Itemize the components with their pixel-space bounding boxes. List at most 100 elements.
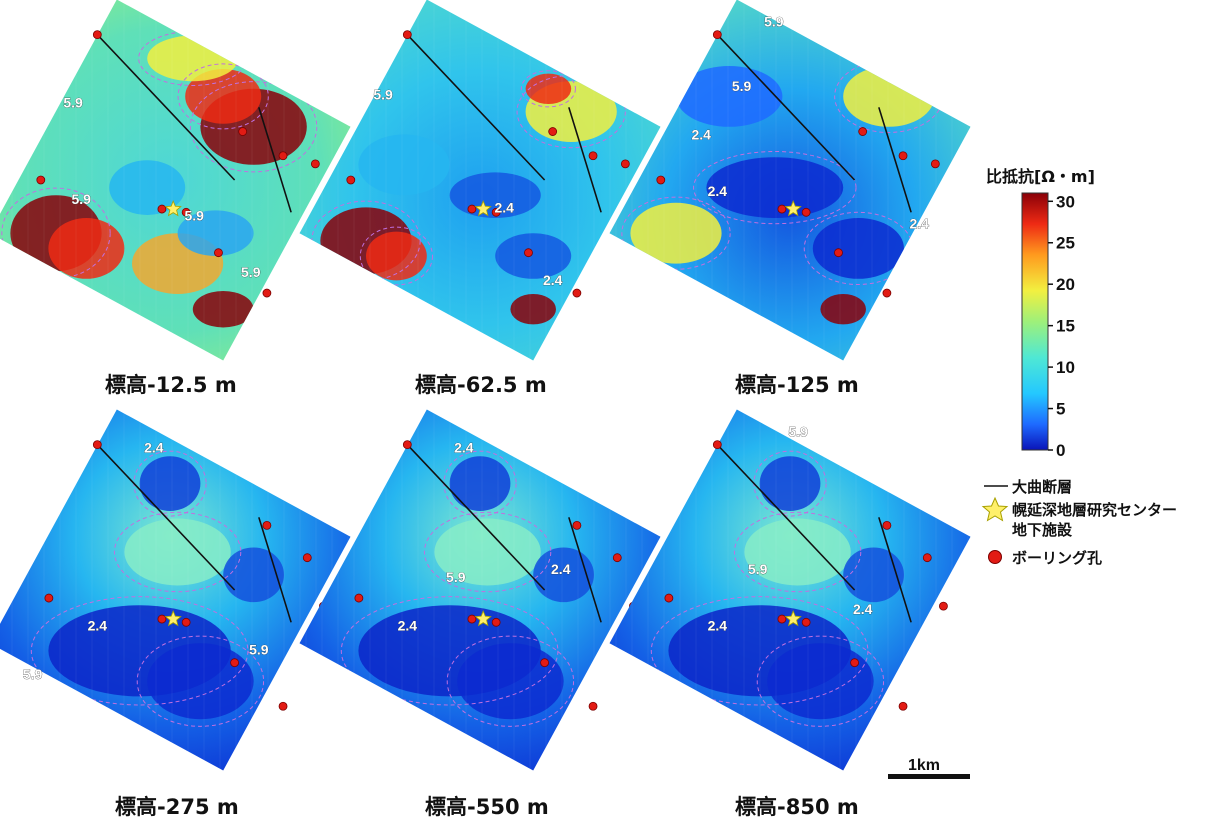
borehole-marker [262, 288, 272, 298]
resistivity-anomaly [533, 547, 594, 603]
borehole-marker [278, 151, 288, 161]
fault-line [716, 444, 856, 591]
legend-facility-label-1: 幌延深地層研究センター [1012, 501, 1177, 519]
contour-label: 5.9 [764, 14, 784, 30]
resistivity-anomaly [177, 210, 254, 256]
resistivity-anomaly [449, 456, 511, 511]
resistivity-anomaly [358, 134, 450, 196]
contour-line [359, 226, 433, 286]
panel-elevation-label: 標高-275 m [115, 795, 239, 819]
map-panel: 2.4 5.9 2.4 2.4 標高-550 m [299, 409, 661, 819]
borehole-marker [572, 288, 582, 298]
contour-label: 5.9 [732, 78, 752, 94]
borehole-marker [922, 553, 932, 563]
fault-line [96, 444, 236, 591]
resistivity-anomaly [139, 456, 201, 511]
contour-label: 5.9 [63, 94, 83, 110]
borehole-marker [157, 204, 167, 214]
resistivity-anomaly [147, 35, 239, 82]
borehole-marker [712, 440, 722, 450]
borehole-marker [181, 617, 191, 627]
legend-fault-label: 大曲断層 [1012, 478, 1072, 496]
contour-label: 2.4 [853, 601, 873, 617]
resistivity-anomaly [495, 233, 572, 279]
borehole-marker [712, 30, 722, 40]
contour-label: 2.4 [691, 127, 711, 143]
colorbar: 比抵抗[Ω・m] 0 5 10 15 20 25 30 [986, 167, 1095, 460]
contour-line [621, 196, 731, 270]
contour-label: 2.4 [909, 215, 929, 231]
borehole-marker [181, 207, 191, 217]
resistivity-anomaly [744, 518, 851, 586]
borehole-marker [540, 658, 549, 668]
contour-label: 2.4 [551, 561, 571, 577]
fault-line [878, 107, 912, 213]
contour-label: 2.4 [454, 440, 474, 456]
facility-star-marker [164, 200, 182, 217]
contour-line [520, 70, 576, 108]
colorbar-tick-label: 25 [1056, 234, 1075, 253]
fault-line [716, 34, 856, 181]
contour-label: 5.9 [241, 264, 261, 280]
borehole-marker [262, 521, 272, 530]
fault-line [568, 107, 602, 213]
resistivity-anomaly [147, 643, 254, 720]
facility-star-marker [474, 610, 492, 627]
borehole-marker [491, 207, 501, 217]
borehole-marker [302, 553, 312, 563]
borehole-marker [157, 614, 167, 624]
resistivity-anomaly [767, 643, 874, 720]
map-panel: 5.9 5.9 2.4 2.4 2.4 標高-125 m [609, 0, 971, 397]
borehole-marker [882, 288, 892, 298]
fault-line [568, 517, 602, 623]
legend-borehole-label: ボーリング孔 [1012, 549, 1102, 567]
resistivity-anomaly [510, 294, 556, 325]
contour-label: 2.4 [708, 617, 728, 633]
borehole-marker [402, 30, 412, 40]
borehole-marker [310, 159, 320, 169]
resistivity-anomaly [124, 518, 231, 586]
resistivity-anomaly [223, 547, 284, 603]
legend: 大曲断層 幌延深地層研究センター 地下施設 ボーリング孔 [981, 478, 1177, 567]
borehole-marker [572, 521, 582, 530]
borehole-marker [777, 204, 787, 214]
colorbar-tick-label: 5 [1056, 400, 1065, 419]
panel-elevation-label: 標高-12.5 m [105, 373, 237, 397]
facility-star-marker [784, 610, 802, 627]
panel-elevation-label: 標高-125 m [735, 373, 859, 397]
resistivity-anomaly [434, 518, 541, 586]
borehole-marker [524, 248, 533, 258]
resistivity-anomaly [457, 643, 564, 720]
panel-elevation-label: 標高-550 m [425, 795, 549, 819]
map-panel: 5.9 5.9 5.9 5.9 標高-12.5 m [0, 0, 351, 397]
borehole-marker [92, 440, 102, 450]
scale-bar: 1km [888, 757, 970, 779]
contour-label: 2.4 [543, 272, 563, 288]
contour-line [189, 81, 318, 173]
resistivity-anomaly [812, 218, 905, 279]
contour-label: 5.9 [23, 666, 43, 682]
borehole-marker [777, 614, 787, 624]
contour-label: 2.4 [88, 617, 108, 633]
resistivity-anomaly [676, 66, 783, 127]
borehole-marker [92, 30, 102, 40]
colorbar-title: 比抵抗[Ω・m] [986, 167, 1095, 186]
resistivity-anomaly [48, 218, 125, 279]
borehole-marker [850, 658, 859, 668]
contour-label: 5.9 [184, 207, 204, 223]
facility-star-marker [784, 200, 802, 217]
resistivity-anomaly [759, 456, 821, 511]
fault-line [258, 517, 292, 623]
borehole-marker [36, 175, 46, 185]
facility-star-marker [474, 200, 492, 217]
legend-facility-label-2: 地下施設 [1012, 521, 1073, 539]
resistivity-anomaly [843, 66, 935, 127]
colorbar-gradient [1021, 192, 1049, 451]
resistivity-anomaly [706, 157, 844, 219]
borehole-marker [930, 159, 940, 169]
fault-line [878, 517, 912, 623]
panel-elevation-label: 標高-850 m [735, 795, 859, 819]
borehole-marker [214, 248, 223, 258]
colorbar-tick-label: 15 [1056, 317, 1075, 336]
